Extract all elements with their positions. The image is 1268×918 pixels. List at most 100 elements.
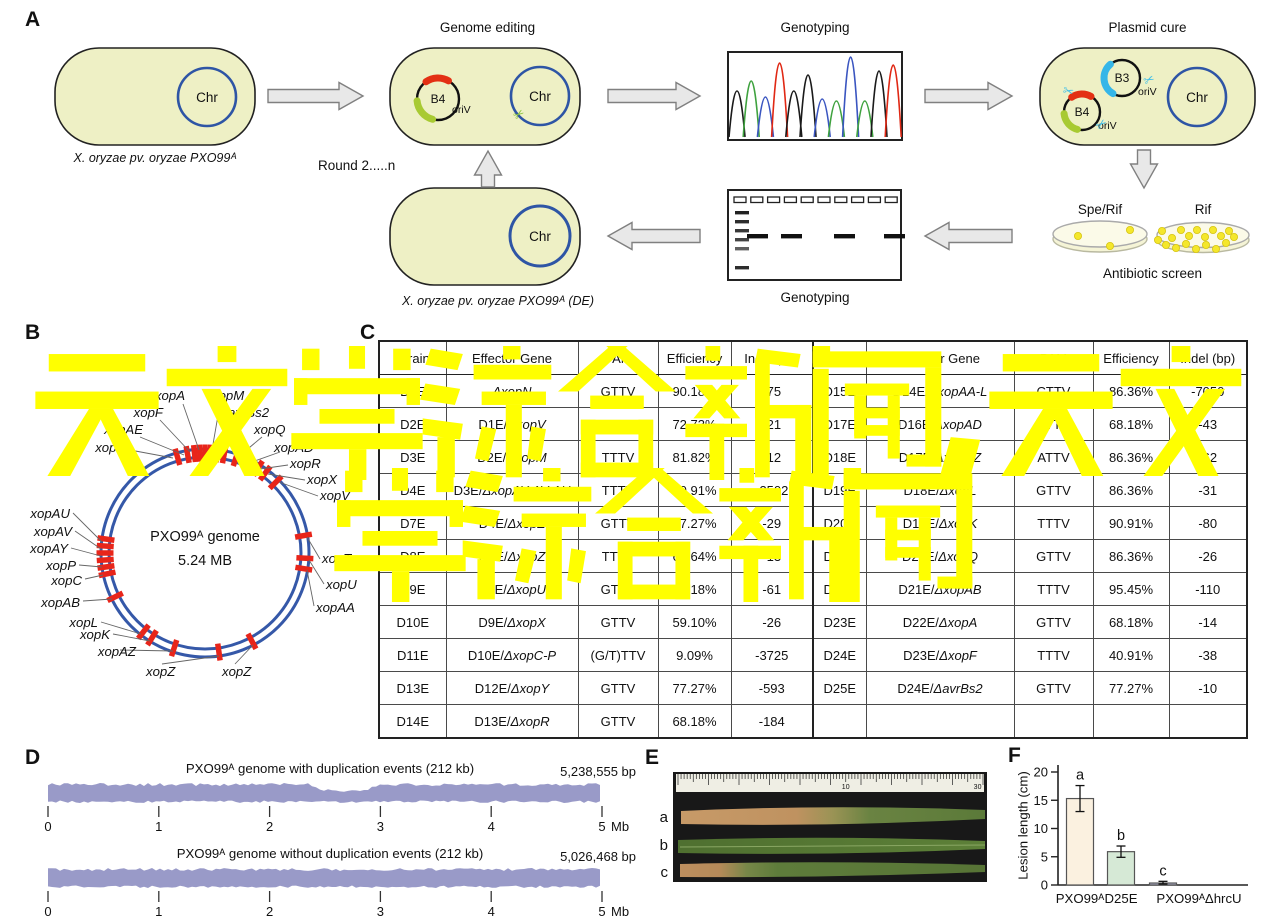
axis-tick-label: 3	[377, 904, 384, 918]
chromosome-label: Chr	[529, 229, 551, 244]
gel-well	[751, 197, 763, 203]
bacterial-colony	[1074, 232, 1081, 239]
axis-tick-label: 1	[155, 904, 162, 918]
bacterial-colony	[1172, 244, 1179, 251]
gel-well	[868, 197, 880, 203]
axis-tick-label: 0	[44, 904, 51, 918]
gel-ladder-band	[735, 238, 749, 241]
effector-locus-tick	[296, 558, 313, 559]
chromosome-label: Chr	[529, 89, 551, 104]
leader-line	[268, 474, 305, 480]
table-cell	[1093, 705, 1169, 739]
table-cell: D22E	[813, 573, 866, 606]
bacterial-colony	[1126, 226, 1133, 233]
table-row: D14E D13E/ΔxopR GTTV 68.18% -184	[379, 705, 813, 739]
x-category-label: PXO99ᴬ	[1056, 891, 1105, 906]
bacterial-colony	[1182, 240, 1189, 247]
flow-arrow	[608, 83, 700, 110]
bacterial-colony	[1201, 233, 1208, 240]
table-cell: D19E	[813, 474, 866, 507]
table-cell: -184	[731, 705, 813, 739]
table-cell: 40.91%	[1093, 639, 1169, 672]
caption-genotyping-bottom: Genotyping	[728, 290, 902, 305]
table-cell: 86.36%	[1093, 375, 1169, 408]
bar-chart-ylabel: Lesion length (cm)	[1016, 760, 1031, 892]
bacterial-colony	[1168, 234, 1175, 241]
label-rif-plate: Rif	[1160, 202, 1246, 217]
table-cell: -3725	[731, 639, 813, 672]
table-cell: 86.36%	[1093, 441, 1169, 474]
table-cell: D14E	[379, 705, 446, 739]
y-tick-label: 15	[1034, 793, 1048, 808]
table-cell: 9.09%	[658, 639, 731, 672]
leader-line	[307, 570, 314, 606]
gene-label: xopA	[154, 388, 185, 403]
table-cell: GTTV	[578, 705, 658, 739]
table-cell: GTTV	[578, 573, 658, 606]
table-cell: -80	[1169, 507, 1247, 540]
genome-plot1-bp: 5,238,555 bp	[520, 764, 636, 779]
table-cell: D16E/ΔxopAD	[866, 408, 1014, 441]
table-cell: -13	[731, 540, 813, 573]
table-cell	[813, 705, 866, 739]
gel-ladder-band	[735, 266, 749, 269]
bacterial-cell-4	[390, 188, 580, 285]
table-cell: D7E	[379, 507, 446, 540]
table-cell: 86.36%	[1093, 540, 1169, 573]
gel-well	[835, 197, 847, 203]
leaf-label: a	[660, 809, 669, 826]
axis-unit-label: Mb	[611, 904, 629, 918]
gene-label: xopN	[94, 440, 126, 455]
effector-locus-tick	[295, 534, 312, 537]
petri-dish	[1053, 221, 1147, 252]
table-cell: -26	[1169, 540, 1247, 573]
chromatogram	[728, 52, 902, 140]
coverage-band	[48, 783, 600, 803]
gene-label: xopU	[325, 577, 357, 592]
gene-label: xopC	[50, 573, 82, 588]
table-row: D3E D2E/ΔxopM TTTV 81.82% -12	[379, 441, 813, 474]
gene-label: xopAB	[40, 595, 80, 610]
bacterial-colony	[1106, 242, 1113, 249]
effector-locus-tick	[97, 559, 114, 560]
table-cell: D20E/ΔxopQ	[866, 540, 1014, 573]
table-cell: TTTV	[1014, 507, 1093, 540]
x-category-label: D25E	[1105, 891, 1138, 906]
table-row: D2E D1E/ΔxopV CTTV 72.73% -21	[379, 408, 813, 441]
table-header-row: Strain Effector Gene PAM Efficiency Indel (b…	[379, 341, 813, 375]
table-cell: 63.64%	[658, 540, 731, 573]
table-row: D8E D7E/ΔxopZ TTTV 63.64% -13	[379, 540, 813, 573]
table-row: D23E D22E/ΔxopA GTTV 68.18% -14	[813, 606, 1247, 639]
significance-letter: a	[1076, 768, 1085, 784]
gel-sample-band	[884, 234, 905, 238]
bacterial-colony	[1177, 226, 1184, 233]
plasmid-cargo-arc	[1072, 94, 1091, 97]
table-row: D11E D10E/ΔxopC-P (G/T)TTV 9.09% -3725	[379, 639, 813, 672]
gene-label: xopAA	[315, 600, 355, 615]
gene-label: xopV	[319, 488, 351, 503]
table-cell: D7E/ΔxopZ	[446, 540, 578, 573]
bacterial-colony	[1212, 245, 1219, 252]
gene-label: xopF	[133, 405, 164, 420]
bacterial-colony	[1209, 226, 1216, 233]
effector-locus-tick	[194, 445, 196, 462]
table-cell: -12	[731, 441, 813, 474]
table-cell: (G/T)TTV	[578, 639, 658, 672]
axis-tick-label: 1	[155, 819, 162, 834]
gene-label: xopZ	[221, 664, 252, 679]
axis-tick-label: 3	[377, 819, 384, 834]
y-tick-label: 5	[1041, 849, 1048, 864]
table-cell: -31	[1169, 474, 1247, 507]
genome-plot2-title: PXO99ᴬ genome without duplication events…	[60, 846, 600, 861]
table-cell: GTTV	[1014, 672, 1093, 705]
table-cell: D11E	[379, 639, 446, 672]
ruler-number: 10	[842, 784, 850, 791]
table-cell: -29	[731, 507, 813, 540]
chromosome-label: Chr	[1186, 90, 1208, 105]
bacterial-colony	[1185, 232, 1192, 239]
table-cell: D19E/ΔxopK	[866, 507, 1014, 540]
table-cell	[1014, 705, 1093, 739]
column-header: Effector Gene	[866, 341, 1014, 375]
gel-well	[784, 197, 796, 203]
table-cell: D10E	[379, 606, 446, 639]
